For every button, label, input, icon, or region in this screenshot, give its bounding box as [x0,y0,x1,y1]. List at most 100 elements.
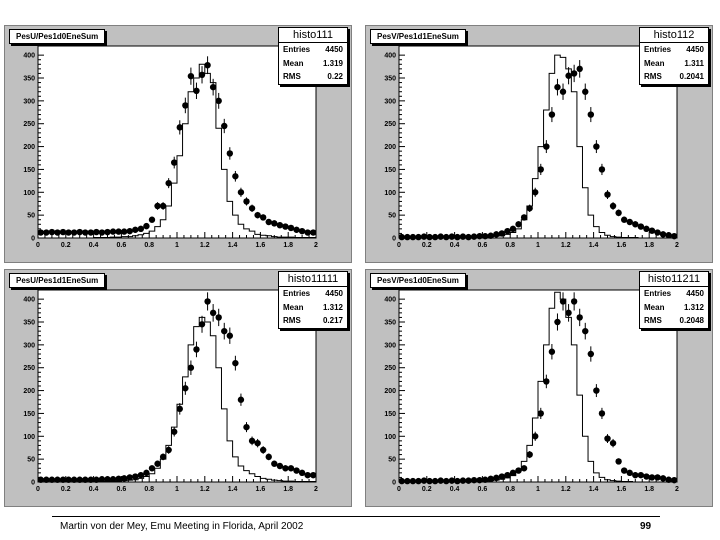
data-point [159,202,167,210]
page-number: 99 [640,521,652,532]
data-point [559,88,567,95]
data-point [104,228,111,236]
data-point [215,97,222,105]
data-point [109,476,117,483]
data-point [182,385,189,392]
data-point [426,477,433,485]
histogram-plot-2: 0 50 100 150 200 250 300 350 400 0 0.2 0.4 0.6 0.8 1 1.… [384,45,679,249]
x-tick-label: 0.4 [89,486,99,493]
stats-rms-label: RMS [644,316,662,325]
stats-rms-row: RMS 0.2041 [640,70,708,84]
stats-mean-row: Mean 1.312 [640,301,708,315]
data-point [587,111,595,118]
stats-entries-label: Entries [283,289,311,298]
data-point [498,230,506,237]
data-point [654,229,661,236]
data-point [398,477,405,485]
data-point [626,218,633,226]
data-point [481,232,489,240]
data-point [465,477,472,484]
stats-rms-row: RMS 0.217 [279,314,347,328]
x-tick-label: 2 [314,486,318,493]
panel-title: PesU/Pes1d0EneSum [9,29,106,44]
data-point [48,476,56,483]
stats-entries-label: Entries [644,289,672,298]
data-point [126,227,133,235]
x-tick-label: 1.8 [283,486,293,493]
data-point [615,209,622,217]
data-point [532,433,539,440]
data-point [654,474,661,481]
x-tick-label: 1.8 [644,486,654,493]
y-tick-label: 0 [392,480,396,487]
histogram-plot-3: 0 50 100 150 200 250 300 350 400 0 0.2 0.4 0.6 0.8 1 1.… [23,289,318,493]
data-point [615,458,622,465]
stats-entries-label: Entries [644,45,672,54]
y-tick-label: 150 [23,411,35,418]
data-point [493,474,500,482]
data-point [587,350,595,358]
x-tick-label: 0.8 [144,486,154,493]
data-point [598,410,606,417]
stats-entries-row: Entries 4450 [279,287,347,301]
data-point [448,233,456,240]
data-point [98,229,106,236]
data-point [293,226,300,233]
data-point [520,465,528,472]
x-tick-label: 1 [536,242,540,249]
y-tick-label: 400 [23,53,35,60]
data-point [609,439,617,447]
data-point [37,476,44,483]
data-point [476,476,483,484]
footer-credit: Martin von der Mey, Emu Meeting in Flori… [60,521,304,532]
data-point [265,453,272,461]
x-tick-label: 1 [175,486,179,493]
y-tick-label: 300 [384,342,396,349]
data-point [176,124,183,131]
data-point [643,473,650,480]
stats-mean-row: Mean 1.319 [279,57,347,71]
stats-mean-row: Mean 1.312 [279,301,347,315]
data-point [243,198,250,205]
stats-rms-row: RMS 0.2048 [640,314,708,328]
data-point [137,225,145,233]
data-point [576,65,583,73]
data-point [437,233,444,240]
x-tick-label: 0 [397,486,401,493]
data-point [171,159,178,166]
data-point [154,460,161,467]
histogram-panel-1: 0 50 100 150 200 250 300 350 400 0 0.2 0.4 0.6 0.8 1 1.… [4,25,352,263]
data-point [609,202,617,210]
data-point [198,321,206,328]
x-tick-label: 1.4 [589,486,599,493]
data-point [565,309,572,317]
x-tick-label: 1.2 [561,242,571,249]
x-tick-label: 0.2 [61,242,71,249]
x-tick-label: 1.6 [256,486,266,493]
x-tick-label: 0.4 [450,486,460,493]
data-point [559,298,567,305]
data-point [48,228,56,236]
stats-entries-value: 4450 [686,45,704,54]
stats-rms-label: RMS [644,72,662,81]
stats-mean-value: 1.312 [683,302,704,312]
data-point [659,231,667,238]
data-point [637,471,645,479]
stats-mean-label: Mean [644,58,665,68]
x-tick-label: 1 [175,242,179,249]
stats-mean-value: 1.312 [322,302,343,312]
stats-mean-row: Mean 1.311 [640,57,708,71]
x-tick-label: 1.4 [589,242,599,249]
x-tick-label: 2 [314,242,318,249]
stats-mean-value: 1.319 [322,58,343,68]
y-tick-label: 250 [384,121,396,128]
data-point [504,227,511,235]
data-point [504,471,511,479]
data-point [282,465,289,472]
x-tick-label: 1.4 [228,242,238,249]
stats-box: histo11111 Entries 4450 Mean 1.312 RMS 0.21… [278,271,348,329]
data-point [593,387,600,394]
histogram-panel-2: 0 50 100 150 200 250 300 350 400 0 0.2 0.4 0.6 0.8 1 1.… [365,25,713,263]
y-tick-label: 100 [23,434,35,441]
x-tick-label: 0.8 [505,242,515,249]
